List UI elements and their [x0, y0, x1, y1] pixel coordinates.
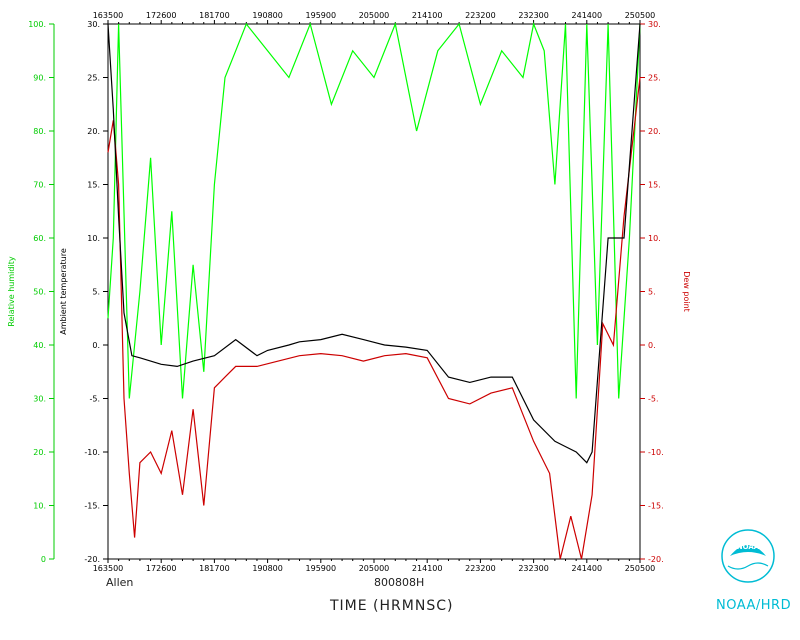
- flight-id: 800808H: [374, 576, 425, 589]
- x-tick-label-bottom: 205000: [359, 564, 390, 573]
- temp-tick-label: -5.: [89, 395, 100, 404]
- temp-tick-label: -15.: [84, 502, 100, 511]
- x-tick-label-top: 172600: [146, 11, 177, 20]
- dew-tick-label: 20.: [648, 127, 661, 136]
- rh-tick-label: 40.: [33, 341, 46, 350]
- x-tick-label-bottom: 214100: [412, 564, 443, 573]
- x-tick-label-bottom: 172600: [146, 564, 177, 573]
- x-tick-label-top: 241400: [572, 11, 603, 20]
- x-tick-label-bottom: 223200: [465, 564, 496, 573]
- dew-axis-label: Dew point: [682, 271, 691, 312]
- temp-tick-label: 0.: [92, 341, 100, 350]
- x-tick-label-bottom: 250500: [625, 564, 656, 573]
- relative-humidity-series-line: [107, 21, 641, 399]
- rh-tick-label: 90.: [33, 74, 46, 83]
- org-label: NOAA/HRD: [716, 598, 792, 613]
- x-tick-label-bottom: 163500: [93, 564, 124, 573]
- x-tick-label-top: 250500: [625, 11, 656, 20]
- x-tick-label-bottom: 232300: [518, 564, 549, 573]
- logo-text: NOAA: [737, 543, 760, 551]
- x-tick-label-top: 195900: [306, 11, 337, 20]
- x-tick-label-top: 223200: [465, 11, 496, 20]
- dew-tick-label: 10.: [648, 234, 661, 243]
- temp-axis-label: Ambient temperature: [59, 248, 68, 335]
- x-tick-label-bottom: 190800: [252, 564, 283, 573]
- temp-tick-label: -10.: [84, 448, 100, 457]
- dew-point-series-line: [107, 77, 641, 560]
- ambient-temperature-series-line: [107, 23, 641, 464]
- temp-tick-label: 15.: [87, 181, 100, 190]
- dew-tick-label: 25.: [648, 74, 661, 83]
- rh-tick-label: 70.: [33, 181, 46, 190]
- temp-tick-label: 5.: [92, 288, 100, 297]
- x-axis-label: TIME (HRMNSC): [330, 598, 454, 614]
- rh-axis-label: Relative humidity: [7, 256, 16, 326]
- rh-tick-label: 10.: [33, 502, 46, 511]
- x-tick-label-bottom: 181700: [199, 564, 230, 573]
- logo-ring: [721, 529, 775, 583]
- temp-tick-label: 10.: [87, 234, 100, 243]
- x-tick-label-top: 181700: [199, 11, 230, 20]
- temp-tick-label: 30.: [87, 20, 100, 29]
- temp-tick-label: 25.: [87, 74, 100, 83]
- x-tick-label-top: 232300: [518, 11, 549, 20]
- rh-tick-label: 20.: [33, 448, 46, 457]
- dew-tick-label: -15.: [648, 502, 664, 511]
- x-tick-label-top: 190800: [252, 11, 283, 20]
- dew-tick-label: 30.: [648, 20, 661, 29]
- dew-tick-label: 5.: [648, 288, 656, 297]
- dew-tick-label: -20.: [648, 555, 664, 564]
- rh-tick-label: 80.: [33, 127, 46, 136]
- dew-tick-label: -10.: [648, 448, 664, 457]
- rh-tick-label: 100.: [28, 20, 46, 29]
- x-tick-label-bottom: 241400: [572, 564, 603, 573]
- logo-wave-icon: [727, 562, 769, 570]
- x-tick-label-top: 205000: [359, 11, 390, 20]
- rh-tick-label: 0: [41, 555, 46, 564]
- x-tick-label-bottom: 195900: [306, 564, 337, 573]
- dew-tick-label: -5.: [648, 395, 659, 404]
- rh-tick-label: 60.: [33, 234, 46, 243]
- temp-tick-label: 20.: [87, 127, 100, 136]
- temp-tick-label: -20.: [84, 555, 100, 564]
- storm-name: Allen: [106, 576, 134, 589]
- dew-tick-label: 0.: [648, 341, 656, 350]
- x-tick-label-top: 214100: [412, 11, 443, 20]
- dew-tick-label: 15.: [648, 181, 661, 190]
- x-tick-label-top: 163500: [93, 11, 124, 20]
- noaa-logo: NOAA: [721, 529, 775, 583]
- rh-tick-label: 50.: [33, 288, 46, 297]
- rh-tick-label: 30.: [33, 395, 46, 404]
- logo-bird-icon: [730, 545, 766, 556]
